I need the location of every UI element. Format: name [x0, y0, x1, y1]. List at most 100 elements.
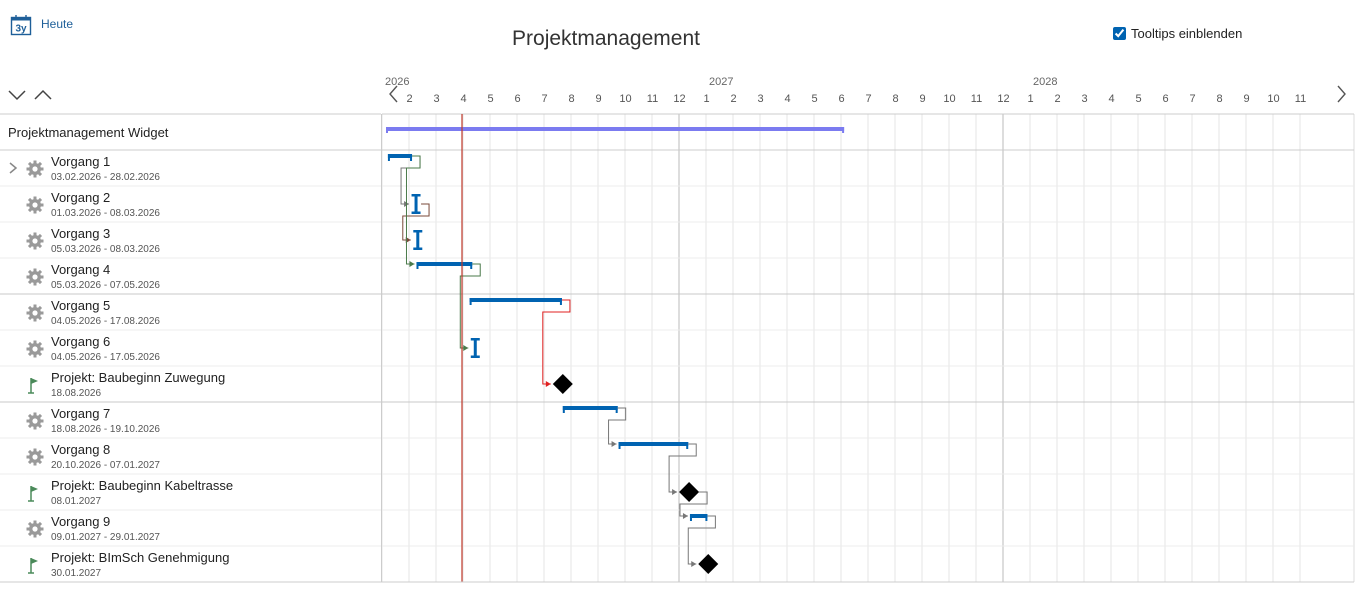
- chevron-down-icon[interactable]: [8, 88, 26, 102]
- month-label: 5: [811, 93, 817, 105]
- task-bar[interactable]: [469, 298, 562, 305]
- task-bar[interactable]: [387, 154, 413, 161]
- chevron-up-icon[interactable]: [34, 88, 52, 102]
- month-label: 12: [673, 93, 685, 105]
- milestone-marker[interactable]: [552, 374, 573, 394]
- task-dates: 05.03.2026 - 07.05.2026: [51, 280, 160, 291]
- task-row[interactable]: Vorgang 6 04.05.2026 - 17.05.2026: [0, 330, 381, 366]
- month-label: 3: [757, 93, 763, 105]
- month-label: 9: [919, 93, 925, 105]
- task-name: Vorgang 8: [51, 442, 111, 457]
- task-name: Vorgang 5: [51, 298, 111, 313]
- task-dates: 04.05.2026 - 17.08.2026: [51, 316, 160, 327]
- month-label: 10: [1267, 93, 1279, 105]
- tooltips-toggle[interactable]: Tooltips einblenden: [1113, 26, 1242, 41]
- task-type-icon: [26, 232, 44, 255]
- task-bar[interactable]: [618, 442, 689, 449]
- month-label: 1: [703, 93, 709, 105]
- month-label: 11: [647, 93, 658, 105]
- month-label: 2: [406, 93, 412, 105]
- today-label: Heute: [41, 17, 74, 31]
- dependency-arrow: [608, 407, 627, 447]
- task-row[interactable]: Vorgang 4 05.03.2026 - 07.05.2026: [0, 258, 381, 294]
- milestone-type-icon: [26, 376, 42, 399]
- project-bar[interactable]: [386, 127, 845, 133]
- chevron-left-icon[interactable]: [389, 85, 398, 103]
- month-label: 2: [730, 93, 736, 105]
- milestone-marker[interactable]: [679, 482, 700, 502]
- page-title: Projektmanagement: [512, 27, 700, 50]
- month-label: 4: [1108, 93, 1114, 105]
- dependency-arrow: [679, 491, 708, 519]
- month-label: 1: [1027, 93, 1033, 105]
- task-name: Projekt: BImSch Genehmigung: [51, 550, 230, 565]
- toolbar: 3y Heute Projektmanagement Tooltips einb…: [0, 0, 1359, 70]
- month-label: 7: [541, 93, 547, 105]
- dependency-arrow: [542, 299, 571, 387]
- task-row[interactable]: Vorgang 7 18.08.2026 - 19.10.2026: [0, 402, 381, 438]
- task-row[interactable]: Vorgang 3 05.03.2026 - 08.03.2026: [0, 222, 381, 258]
- task-name: Projekt: Baubeginn Zuwegung: [51, 370, 226, 385]
- month-label: 7: [1189, 93, 1195, 105]
- month-label: 11: [971, 93, 982, 105]
- milestone-row[interactable]: Projekt: Baubeginn Zuwegung 18.08.2026: [0, 366, 381, 402]
- month-label: 9: [1243, 93, 1249, 105]
- milestone-row[interactable]: Projekt: Baubeginn Kabeltrasse 08.01.2027: [0, 474, 381, 510]
- month-label: 8: [568, 93, 574, 105]
- gear-icon: [26, 160, 44, 178]
- milestone-marker[interactable]: [698, 554, 719, 574]
- milestone-type-icon: [26, 556, 42, 579]
- task-name: Projekt: Baubeginn Kabeltrasse: [51, 478, 234, 493]
- task-dates: 09.01.2027 - 29.01.2027: [51, 532, 160, 543]
- tooltips-label: Tooltips einblenden: [1131, 26, 1243, 41]
- gear-icon: [26, 520, 44, 538]
- flag-icon: [28, 486, 38, 502]
- task-row[interactable]: Vorgang 5 04.05.2026 - 17.08.2026: [0, 294, 381, 330]
- month-label: 8: [1216, 93, 1222, 105]
- task-dates: 03.02.2026 - 28.02.2026: [51, 172, 160, 183]
- project-name: Projektmanagement Widget: [8, 125, 169, 140]
- month-label: 6: [838, 93, 844, 105]
- task-dates: 30.01.2027: [51, 568, 102, 579]
- task-type-icon: [26, 160, 44, 183]
- chevron-right-icon[interactable]: [1337, 85, 1346, 103]
- flag-icon: [28, 558, 38, 574]
- month-label: 7: [865, 93, 871, 105]
- chevron-right-icon[interactable]: [8, 162, 18, 174]
- month-label: 12: [997, 93, 1009, 105]
- task-bar[interactable]: [416, 262, 473, 269]
- task-type-icon: [26, 268, 44, 291]
- dependency-arrow: [668, 443, 697, 495]
- month-label: 11: [1295, 93, 1306, 105]
- month-label: 5: [1135, 93, 1141, 105]
- task-bar[interactable]: [470, 338, 480, 358]
- gear-icon: [26, 196, 44, 214]
- task-bar[interactable]: [689, 514, 708, 521]
- month-label: 4: [460, 93, 466, 105]
- task-bar[interactable]: [413, 230, 423, 250]
- tooltips-checkbox[interactable]: [1113, 27, 1126, 40]
- today-button[interactable]: 3y Heute: [10, 14, 73, 36]
- milestone-row[interactable]: Projekt: BImSch Genehmigung 30.01.2027: [0, 546, 381, 582]
- task-row[interactable]: Vorgang 9 09.01.2027 - 29.01.2027: [0, 510, 381, 546]
- task-type-icon: [26, 520, 44, 543]
- task-name: Vorgang 2: [51, 190, 111, 205]
- task-type-icon: [26, 448, 44, 471]
- task-name: Vorgang 3: [51, 226, 111, 241]
- task-bar[interactable]: [562, 406, 618, 413]
- year-label: 2028: [1033, 76, 1057, 88]
- task-row[interactable]: Vorgang 1 03.02.2026 - 28.02.2026: [0, 150, 381, 186]
- task-bar[interactable]: [411, 194, 421, 214]
- task-dates: 18.08.2026: [51, 388, 102, 399]
- task-type-icon: [26, 412, 44, 435]
- task-name: Vorgang 9: [51, 514, 111, 529]
- month-label: 6: [514, 93, 520, 105]
- project-row[interactable]: Projektmanagement Widget: [0, 114, 381, 150]
- month-label: 9: [595, 93, 601, 105]
- gear-icon: [26, 232, 44, 250]
- row-lines: [0, 113, 1354, 583]
- task-row[interactable]: Vorgang 2 01.03.2026 - 08.03.2026: [0, 186, 381, 222]
- task-row[interactable]: Vorgang 8 20.10.2026 - 07.01.2027: [0, 438, 381, 474]
